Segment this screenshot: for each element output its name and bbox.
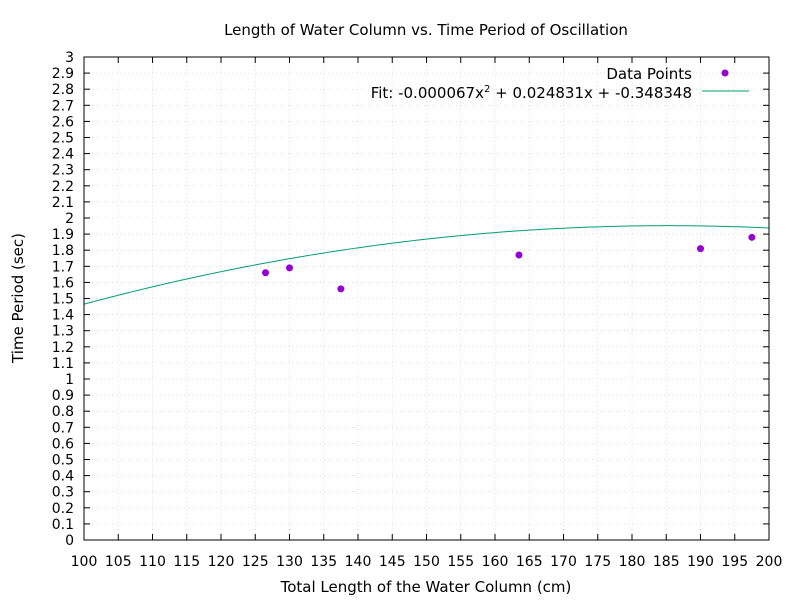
data-point [262, 269, 270, 277]
y-tick-label: 0.7 [52, 420, 74, 436]
y-tick-label: 0.3 [52, 485, 74, 501]
legend-marker-data-points [721, 69, 729, 77]
y-tick-label: 2.6 [52, 114, 74, 130]
y-tick-label: 1.3 [52, 324, 74, 340]
x-tick-label: 160 [482, 554, 509, 570]
y-tick-label: 2.8 [52, 82, 74, 98]
y-tick-label: 2.9 [52, 66, 74, 82]
x-tick-label: 145 [379, 554, 406, 570]
y-tick-label: 0.6 [52, 436, 74, 452]
legend-fit-exponent: 2 [484, 84, 490, 95]
x-tick-label: 140 [345, 554, 372, 570]
y-tick-label: 1.1 [52, 356, 74, 372]
x-tick-label: 115 [173, 554, 200, 570]
y-tick-label: 2.1 [52, 195, 74, 211]
y-tick-label: 0.9 [52, 388, 74, 404]
axis-ticks: 100 105 110 115 120 125 130 135 140 145 150 155 160 1… [52, 50, 783, 570]
data-point [337, 285, 345, 293]
y-tick-label: 0.4 [52, 469, 74, 485]
grid [84, 57, 769, 540]
y-tick-label: 2 [65, 211, 74, 227]
y-tick-label: 2.2 [52, 179, 74, 195]
x-tick-label: 100 [71, 554, 98, 570]
y-tick-label: 0.1 [52, 517, 74, 533]
y-tick-label: 2.5 [52, 131, 74, 147]
y-tick-label: 3 [65, 50, 74, 66]
legend-fit-prefix: Fit: -0.000067x [371, 84, 484, 102]
y-tick-label: 0.8 [52, 404, 74, 420]
y-tick-label: 1.9 [52, 227, 74, 243]
chart-title: Length of Water Column vs. Time Period o… [224, 21, 628, 39]
y-tick-label: 1.5 [52, 292, 74, 308]
x-tick-label: 195 [721, 554, 748, 570]
x-tick-label: 170 [550, 554, 577, 570]
plot-area [83, 225, 770, 305]
y-tick-label: 1.8 [52, 243, 74, 259]
y-tick-label: 2.3 [52, 163, 74, 179]
x-tick-label: 175 [584, 554, 611, 570]
y-tick-label: 2.7 [52, 98, 74, 114]
legend-fit-suffix: + 0.024831x + -0.348348 [490, 84, 692, 102]
x-tick-label: 190 [687, 554, 714, 570]
x-tick-label: 180 [619, 554, 646, 570]
data-point [697, 245, 704, 253]
y-tick-label: 1.2 [52, 340, 74, 356]
x-tick-label: 105 [105, 554, 132, 570]
y-tick-label: 1.7 [52, 259, 74, 275]
x-tick-label: 120 [208, 554, 235, 570]
y-tick-label: 0.5 [52, 453, 74, 469]
x-tick-label: 135 [310, 554, 337, 570]
y-tick-label: 1.4 [52, 308, 74, 324]
legend-label-data-points: Data Points [606, 65, 692, 83]
y-tick-label: 1.6 [52, 275, 74, 291]
data-point [286, 264, 293, 272]
y-tick-label: 2.4 [52, 147, 74, 163]
x-tick-label: 200 [756, 554, 783, 570]
x-tick-label: 155 [447, 554, 474, 570]
fit-curve [83, 225, 770, 305]
legend-label-fit: Fit: -0.000067x2 + 0.024831x + -0.348348 [371, 84, 692, 102]
x-tick-label: 185 [653, 554, 680, 570]
x-tick-label: 150 [413, 554, 440, 570]
legend: Data Points Fit: -0.000067x2 + 0.024831x… [371, 65, 749, 102]
data-point [515, 251, 523, 259]
data-point [748, 233, 756, 241]
y-tick-label: 0 [65, 533, 74, 549]
y-tick-label: 0.2 [52, 501, 74, 517]
x-axis-title: Total Length of the Water Column (cm) [280, 578, 572, 596]
y-axis-title: Time Period (sec) [9, 233, 27, 364]
x-tick-label: 125 [242, 554, 269, 570]
x-tick-label: 165 [516, 554, 543, 570]
y-tick-label: 1 [65, 372, 74, 388]
x-tick-label: 110 [139, 554, 166, 570]
x-tick-label: 130 [276, 554, 303, 570]
